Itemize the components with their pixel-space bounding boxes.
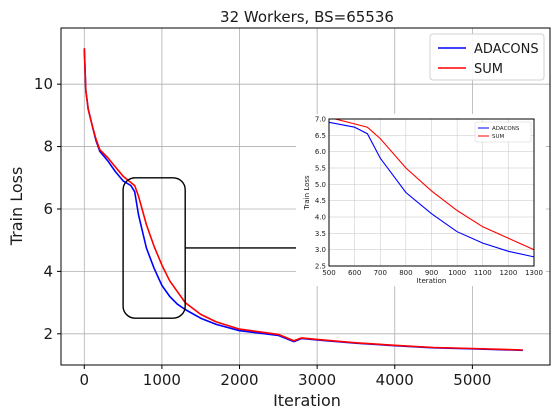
- inset-y-axis-title: Train Loss: [303, 175, 311, 211]
- main-series: [83, 48, 523, 352]
- main-legend: ADACONS SUM: [429, 33, 545, 81]
- inset-x-tick-label: 1300: [525, 269, 543, 277]
- inset-x-tick-label: 700: [374, 269, 387, 277]
- inset-x-axis-title: Iteration: [417, 277, 447, 285]
- inset-x-tick-label: 500: [322, 269, 335, 277]
- inset-y-tick-label: 4.0: [315, 214, 326, 222]
- inset-x-tick-label: 1000: [448, 269, 466, 277]
- x-tick-label: 1000: [143, 371, 181, 389]
- y-tick-label: 2: [43, 325, 53, 343]
- zoom-region: [122, 177, 306, 319]
- y-tick-label: 6: [43, 200, 53, 218]
- main-plot-frame: [60, 27, 551, 366]
- inset-x-tick-label: 800: [399, 269, 412, 277]
- inset-legend-box: [474, 121, 532, 143]
- x-tick-label: 5000: [453, 371, 491, 389]
- inset-y-tick-label: 2.5: [315, 263, 326, 271]
- inset-legend-label: SUM: [492, 134, 505, 140]
- inset-legend-label: ADACONS: [492, 126, 520, 132]
- x-axis-title: Iteration: [273, 391, 341, 410]
- inset-x-tick-label: 900: [425, 269, 438, 277]
- y-axis-title: Train Loss: [7, 167, 26, 247]
- y-tick-label: 4: [43, 262, 53, 280]
- inset-y-tick-label: 3.0: [315, 246, 326, 254]
- inset-y-tick-label: 5.0: [315, 181, 326, 189]
- legend-label: ADACONS: [474, 42, 539, 57]
- inset-background: [296, 114, 546, 286]
- inset-chart: 500 600 700 800 900 1000 1100 1200 1300 2.5 3.0 3.5…: [296, 114, 546, 286]
- x-tick-label: 0: [80, 371, 90, 389]
- inset-y-tick-label: 6.0: [315, 148, 326, 156]
- inset-frame: [328, 118, 535, 267]
- inset-y-tick-label: 4.5: [315, 197, 326, 205]
- x-tick-label: 4000: [376, 371, 414, 389]
- x-tick-label: 2000: [220, 371, 258, 389]
- inset-x-tick-label: 600: [348, 269, 361, 277]
- inset-y-tick-label: 7.0: [315, 116, 326, 124]
- y-tick-label: 10: [34, 75, 53, 93]
- series-line-sum: [83, 48, 523, 351]
- inset-y-tick-label: 5.5: [315, 165, 326, 173]
- legend-label: SUM: [474, 62, 503, 77]
- y-tick-label: 8: [43, 138, 53, 156]
- inset-x-tick-label: 1100: [474, 269, 492, 277]
- inset-y-tick-label: 3.5: [315, 230, 326, 238]
- inset-x-tick-label: 1200: [499, 269, 517, 277]
- inset-series-line-sum: [333, 119, 534, 251]
- main-ticks: 0 1000 2000 3000 4000 5000 2 4 6 8 10: [34, 75, 492, 389]
- inset-series-line-adacons: [329, 121, 534, 258]
- chart-title: 32 Workers, BS=65536: [220, 8, 394, 26]
- inset-y-tick-label: 6.5: [315, 132, 326, 140]
- x-tick-label: 3000: [298, 371, 336, 389]
